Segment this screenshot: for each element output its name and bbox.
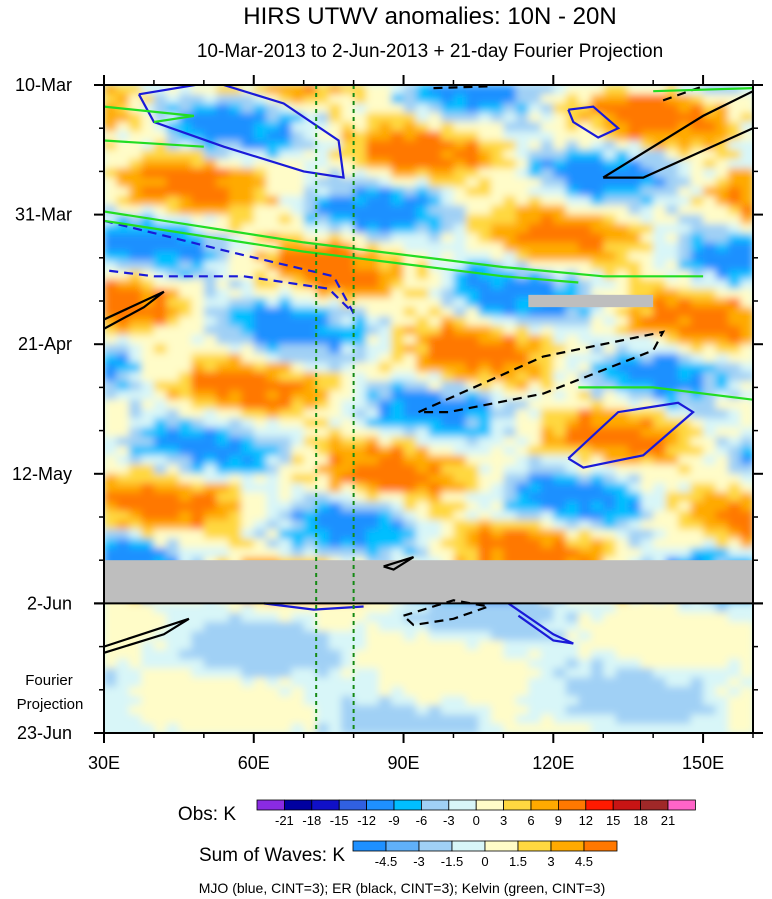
legend-level-label: 3: [547, 854, 554, 869]
plot-frame: [103, 84, 754, 734]
legend-swatch: [311, 799, 340, 811]
mjo-contour: [263, 602, 364, 611]
legend-level-label: -12: [357, 813, 376, 828]
legend-level-label: -6: [416, 813, 428, 828]
legend-level-label: 6: [527, 813, 534, 828]
wave-contours: [104, 85, 753, 654]
legend-swatch: [283, 799, 313, 811]
x-axis: 30E 60E 90E 120E 150E: [88, 75, 754, 773]
er-contour: [402, 599, 493, 627]
legend-swatch: [517, 840, 552, 852]
legend-level-label: -4.5: [375, 854, 397, 869]
legend-swatch: [420, 799, 450, 811]
obs-legend-label: Obs: K: [178, 804, 236, 825]
mjo-contour: [104, 219, 355, 315]
legend-swatch: [550, 840, 585, 852]
legend-level-label: 15: [606, 813, 620, 828]
legend-swatch: [448, 799, 477, 811]
legend-swatch: [451, 840, 486, 852]
kelvin-contour: [104, 139, 204, 148]
er-contour: [433, 85, 494, 90]
y-tick-label: 12-May: [12, 464, 72, 484]
legend-level-label: -3: [413, 854, 425, 869]
legend-level-label: -15: [330, 813, 349, 828]
legend-swatch: [585, 799, 614, 811]
legend-level-label: -3: [443, 813, 455, 828]
y-tick-label: 2-Jun: [27, 593, 72, 613]
er-contour: [602, 89, 753, 179]
legend-swatch: [393, 799, 422, 811]
obs-legend: Obs: K -21 -18 -15 -12 -9 -6 -3 0 3 6 9 12 15 18 21: [178, 799, 696, 828]
missing-data-layer: [104, 294, 753, 604]
er-contour: [104, 617, 190, 654]
y-tick-label: 21-Apr: [18, 334, 72, 354]
chart-subtitle: 10-Mar-2013 to 2-Jun-2013 + 21-day Fouri…: [197, 41, 663, 62]
legend-level-label: -1.5: [441, 854, 463, 869]
kelvin-contour: [104, 219, 579, 284]
wave-legend-label: Sum of Waves: K: [199, 845, 345, 866]
legend-swatch: [503, 799, 532, 811]
missing-data-band: [104, 560, 753, 604]
legend-level-label: 0: [481, 854, 488, 869]
legend-swatch: [338, 799, 368, 811]
y-axis: 10-Mar 31-Mar 21-Apr 12-May 2-Jun 23-Jun: [12, 75, 763, 743]
contours-caption: MJO (blue, CINT=3); ER (black, CINT=3); …: [199, 880, 606, 896]
kelvin-contour: [578, 386, 753, 401]
legend-swatch: [366, 799, 395, 811]
legend-swatch: [418, 840, 453, 852]
legend-swatch: [385, 840, 420, 852]
y-tick-label: 31-Mar: [15, 205, 72, 225]
x-tick-label: 150E: [682, 753, 724, 773]
legend-level-label: 1.5: [509, 854, 527, 869]
legend-level-label: 3: [500, 813, 507, 828]
legend-swatch: [475, 799, 505, 811]
x-tick-label: 30E: [88, 753, 120, 773]
anomaly-field: [104, 85, 753, 733]
legend-level-label: -9: [388, 813, 400, 828]
projection-label-line1: Fourier: [25, 672, 73, 689]
legend-level-label: 18: [633, 813, 647, 828]
legend-swatch: [612, 799, 642, 811]
er-contour: [662, 85, 704, 102]
legend-level-label: 4.5: [575, 854, 593, 869]
legend-swatch: [558, 799, 587, 811]
projection-label-line2: Projection: [17, 696, 84, 713]
legend-level-label: 21: [661, 813, 675, 828]
mjo-contour: [567, 105, 621, 139]
missing-data-band: [528, 294, 654, 308]
wave-legend: Sum of Waves: K -4.5 -3 -1.5 0 1.5 3 4.5: [199, 840, 618, 869]
y-tick-label: 10-Mar: [15, 75, 72, 95]
kelvin-contour: [653, 87, 753, 93]
mjo-contour: [567, 401, 695, 469]
legend-swatch: [640, 799, 669, 811]
x-tick-label: 60E: [238, 753, 270, 773]
legend-level-label: -18: [302, 813, 321, 828]
legend-level-label: 9: [555, 813, 562, 828]
legend-swatch: [667, 799, 696, 811]
kelvin-contour: [104, 105, 195, 124]
plot-area: [104, 85, 753, 733]
er-contour: [418, 330, 666, 414]
kelvin-contour: [104, 210, 704, 278]
legend-level-label: 12: [579, 813, 593, 828]
legend-swatch: [484, 840, 519, 852]
legend-level-label: -21: [275, 813, 294, 828]
legend-swatch: [530, 799, 559, 811]
legend-swatch: [352, 840, 387, 852]
y-tick-label: 23-Jun: [17, 723, 72, 743]
x-tick-label: 120E: [532, 753, 574, 773]
legend-swatch: [256, 799, 285, 811]
er-contour: [383, 556, 415, 571]
chart-title: HIRS UTWV anomalies: 10N - 20N: [243, 3, 616, 30]
mjo-contour: [137, 85, 345, 179]
legend-level-label: 0: [473, 813, 480, 828]
legend-swatch: [583, 840, 618, 852]
reference-lines: [315, 85, 355, 733]
er-contour: [104, 290, 165, 330]
x-tick-label: 90E: [388, 753, 420, 773]
mjo-contour: [507, 602, 574, 645]
